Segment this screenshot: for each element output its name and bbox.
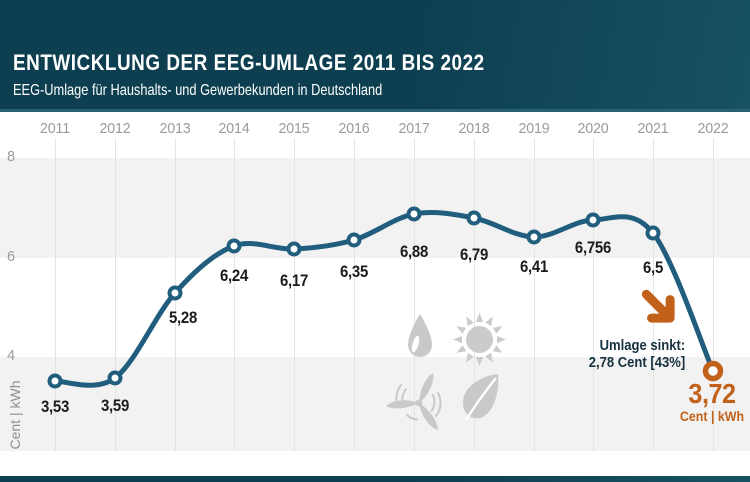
annotation-umlage-sinkt: Umlage sinkt: 2,78 Cent [43%] xyxy=(589,338,685,372)
y-axis-label: 4 xyxy=(7,348,16,364)
point-label: 3,59 xyxy=(100,396,130,415)
page-title: ENTWICKLUNG DER EEG-UMLAGE 2011 BIS 2022 xyxy=(13,50,485,75)
point-label: 6,5 xyxy=(642,258,663,277)
x-axis-label: 2017 xyxy=(398,120,430,137)
grid-line xyxy=(354,138,355,451)
chart-band-upper xyxy=(0,158,750,258)
grid-line xyxy=(294,138,295,451)
x-axis-label: 2022 xyxy=(697,120,729,137)
wind-turbine-icon xyxy=(386,373,442,430)
point-label: 5,28 xyxy=(168,308,198,327)
point-label: 6,17 xyxy=(279,271,309,290)
footer-bar xyxy=(0,476,750,482)
y-axis-title: Cent | kWh xyxy=(7,380,23,450)
point-label: 6,79 xyxy=(459,245,489,264)
water-drop-icon xyxy=(408,314,432,357)
x-axis-label: 2015 xyxy=(278,120,310,137)
final-value-unit: Cent | kWh xyxy=(679,409,745,424)
point-label: 6,41 xyxy=(519,257,549,276)
x-axis-label: 2016 xyxy=(338,120,370,137)
header: ENTWICKLUNG DER EEG-UMLAGE 2011 BIS 2022… xyxy=(0,0,750,112)
sun-icon xyxy=(453,313,506,366)
annotation-line2: 2,78 Cent [43%] xyxy=(588,355,685,371)
grid-line xyxy=(175,138,176,451)
grid-line xyxy=(534,138,535,451)
x-axis-label: 2020 xyxy=(577,120,609,137)
y-axis-label: 6 xyxy=(7,249,16,265)
point-label: 6,756 xyxy=(574,238,612,257)
grid-line xyxy=(593,138,594,451)
leaf-icon xyxy=(462,374,499,421)
point-label: 6,35 xyxy=(339,262,369,281)
x-axis-label: 2014 xyxy=(218,120,250,137)
y-axis-label: 8 xyxy=(7,149,16,165)
x-axis-label: 2021 xyxy=(637,120,669,137)
final-value-2022: 3,72 xyxy=(688,378,736,409)
point-label: 3,53 xyxy=(40,397,70,416)
point-label: 6,88 xyxy=(399,242,429,261)
page-subtitle: EEG-Umlage für Haushalts- und Gewerbekun… xyxy=(13,82,383,99)
point-label: 6,24 xyxy=(219,266,249,285)
x-axis-label: 2019 xyxy=(518,120,550,137)
x-axis-label: 2012 xyxy=(99,120,131,137)
grid-line xyxy=(234,138,235,451)
arrow-down-right-icon xyxy=(641,289,675,323)
x-axis-label: 2018 xyxy=(458,120,490,137)
annotation-line1: Umlage sinkt: xyxy=(599,338,685,354)
x-axis-label: 2013 xyxy=(159,120,191,137)
x-axis-label: 2011 xyxy=(40,120,70,137)
